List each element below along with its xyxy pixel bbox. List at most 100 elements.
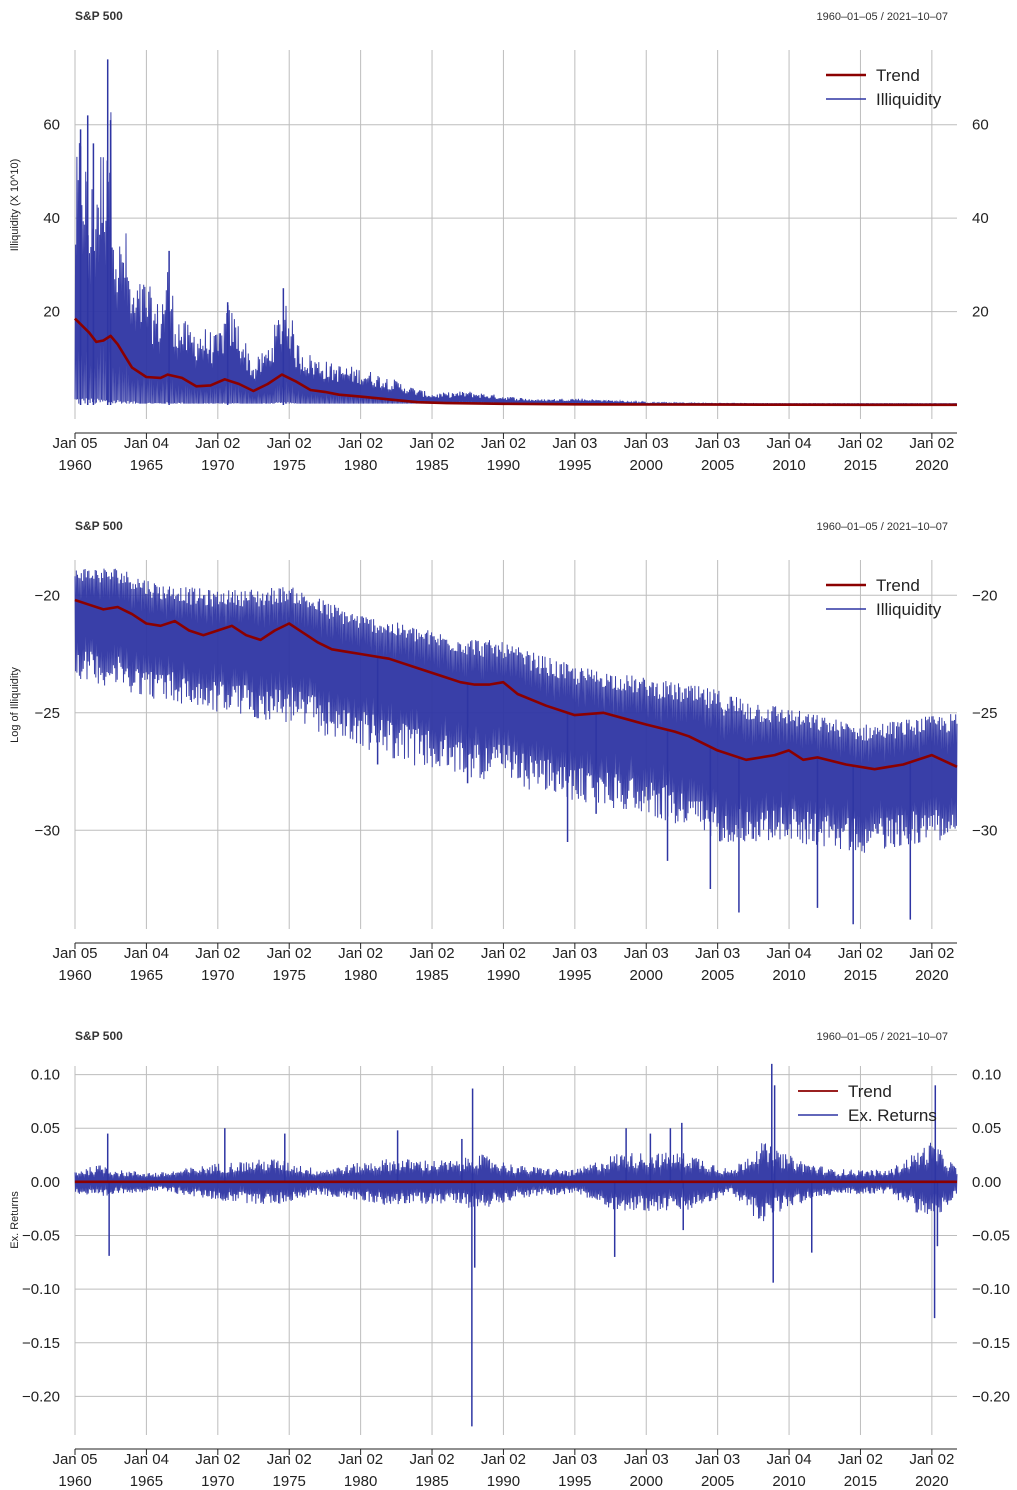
- y-tick-label-right: 20: [972, 304, 989, 321]
- y-axis-label: Illiquidity (X 10^10): [9, 159, 21, 252]
- y-axis-label: Log of Illiquidity: [9, 667, 21, 743]
- x-tick-label-month: Jan 02: [410, 1451, 455, 1468]
- chart-panel-1: S&P 500 1960–01–05 / 2021–10–07 Illiquidit…: [9, 9, 989, 474]
- x-tick-label-month: Jan 02: [195, 435, 240, 452]
- series-line: [74, 568, 958, 853]
- x-tick-label-year: 2005: [701, 1473, 734, 1490]
- x-tick-label-month: Jan 02: [195, 945, 240, 962]
- x-tick-label-year: 1990: [487, 457, 520, 474]
- x-tick-label-month: Jan 02: [267, 435, 312, 452]
- y-tick-label-right: −0.15: [972, 1335, 1010, 1352]
- x-tick-label-month: Jan 03: [695, 435, 740, 452]
- x-tick-label-year: 1960: [58, 457, 91, 474]
- x-tick-label-month: Jan 02: [838, 435, 883, 452]
- chart-date-range: 1960–01–05 / 2021–10–07: [816, 11, 948, 23]
- x-tick-label-year: 1965: [130, 967, 163, 984]
- x-tick-label-year: 1975: [273, 1473, 306, 1490]
- x-tick-label-year: 1975: [273, 967, 306, 984]
- y-tick-label-right: −20: [972, 587, 997, 604]
- x-tick-label-year: 1970: [201, 457, 234, 474]
- chart-date-range: 1960–01–05 / 2021–10–07: [816, 521, 948, 533]
- x-tick-label-year: 1990: [487, 1473, 520, 1490]
- x-tick-label-month: Jan 03: [624, 945, 669, 962]
- chart-panel-2: S&P 500 1960–01–05 / 2021–10–07 Log of Ill…: [9, 519, 997, 984]
- chart-date-range: 1960–01–05 / 2021–10–07: [816, 1031, 948, 1043]
- legend: Trend Illiquidity: [826, 576, 942, 619]
- x-tick-label-month: Jan 02: [838, 945, 883, 962]
- x-tick-label-year: 2010: [772, 457, 805, 474]
- y-tick-label-left: 40: [43, 210, 60, 227]
- y-tick-label-right: −25: [972, 705, 997, 722]
- chart-panel-3: S&P 500 1960–01–05 / 2021–10–07 Ex. Return…: [9, 1029, 1010, 1490]
- x-tick-label-year: 2015: [844, 457, 877, 474]
- x-tick-label-year: 1980: [344, 1473, 377, 1490]
- x-tick-label-month: Jan 02: [267, 945, 312, 962]
- x-tick-label-year: 2020: [915, 457, 948, 474]
- x-tick-label-month: Jan 02: [338, 1451, 383, 1468]
- x-tick-label-year: 1980: [344, 967, 377, 984]
- x-tick-label-year: 1995: [558, 967, 591, 984]
- x-tick-label-month: Jan 02: [410, 435, 455, 452]
- y-tick-label-left: 20: [43, 304, 60, 321]
- y-tick-label-left: −25: [35, 705, 60, 722]
- x-tick-label-month: Jan 04: [767, 945, 812, 962]
- x-tick-label-month: Jan 03: [695, 945, 740, 962]
- legend: Trend Ex. Returns: [798, 1082, 937, 1125]
- x-tick-label-year: 1965: [130, 457, 163, 474]
- x-tick-label-year: 1960: [58, 1473, 91, 1490]
- series-line: [74, 112, 958, 406]
- x-tick-label-month: Jan 05: [52, 1451, 97, 1468]
- y-tick-label-left: 60: [43, 117, 60, 134]
- x-tick-label-month: Jan 02: [481, 945, 526, 962]
- series-line: [74, 1142, 958, 1222]
- y-tick-label-right: −0.05: [972, 1227, 1010, 1244]
- x-tick-label-year: 2000: [630, 967, 663, 984]
- y-tick-label-left: −0.15: [22, 1335, 60, 1352]
- x-tick-label-month: Jan 03: [552, 1451, 597, 1468]
- x-tick-label-year: 1970: [201, 1473, 234, 1490]
- legend-label-trend: Trend: [848, 1082, 892, 1101]
- x-tick-label-month: Jan 02: [838, 1451, 883, 1468]
- x-tick-label-year: 2000: [630, 1473, 663, 1490]
- x-tick-label-year: 2015: [844, 1473, 877, 1490]
- y-axis-label: Ex. Returns: [9, 1191, 21, 1249]
- y-tick-label-left: −0.20: [22, 1388, 60, 1405]
- x-tick-label-month: Jan 03: [552, 945, 597, 962]
- x-tick-label-month: Jan 04: [124, 1451, 169, 1468]
- x-tick-label-year: 2005: [701, 967, 734, 984]
- y-tick-label-right: −0.10: [972, 1281, 1010, 1298]
- x-tick-label-month: Jan 04: [124, 435, 169, 452]
- x-tick-label-year: 1960: [58, 967, 91, 984]
- legend-label-series: Illiquidity: [876, 600, 942, 619]
- x-tick-label-month: Jan 02: [410, 945, 455, 962]
- y-tick-label-left: 0.00: [31, 1174, 60, 1191]
- x-tick-label-year: 2010: [772, 1473, 805, 1490]
- x-tick-label-month: Jan 02: [909, 945, 954, 962]
- y-tick-label-right: −30: [972, 822, 997, 839]
- x-tick-label-month: Jan 02: [909, 435, 954, 452]
- x-tick-label-year: 1970: [201, 967, 234, 984]
- y-tick-label-left: −20: [35, 587, 60, 604]
- y-tick-label-right: 0.05: [972, 1120, 1001, 1137]
- x-tick-label-month: Jan 03: [624, 435, 669, 452]
- x-tick-label-year: 2015: [844, 967, 877, 984]
- legend-label-trend: Trend: [876, 66, 920, 85]
- chart-title: S&P 500: [75, 9, 123, 23]
- x-tick-label-month: Jan 03: [695, 1451, 740, 1468]
- x-tick-label-month: Jan 03: [552, 435, 597, 452]
- x-tick-label-month: Jan 02: [909, 1451, 954, 1468]
- legend: Trend Illiquidity: [826, 66, 942, 109]
- x-tick-label-month: Jan 05: [52, 945, 97, 962]
- chart-title: S&P 500: [75, 519, 123, 533]
- y-tick-label-right: 0.00: [972, 1174, 1001, 1191]
- x-tick-label-year: 1975: [273, 457, 306, 474]
- y-tick-label-left: 0.10: [31, 1067, 60, 1084]
- x-tick-label-month: Jan 05: [52, 435, 97, 452]
- x-tick-label-year: 1990: [487, 967, 520, 984]
- x-tick-label-month: Jan 02: [338, 435, 383, 452]
- x-tick-label-year: 1980: [344, 457, 377, 474]
- x-tick-label-month: Jan 04: [767, 435, 812, 452]
- x-tick-label-year: 1995: [558, 1473, 591, 1490]
